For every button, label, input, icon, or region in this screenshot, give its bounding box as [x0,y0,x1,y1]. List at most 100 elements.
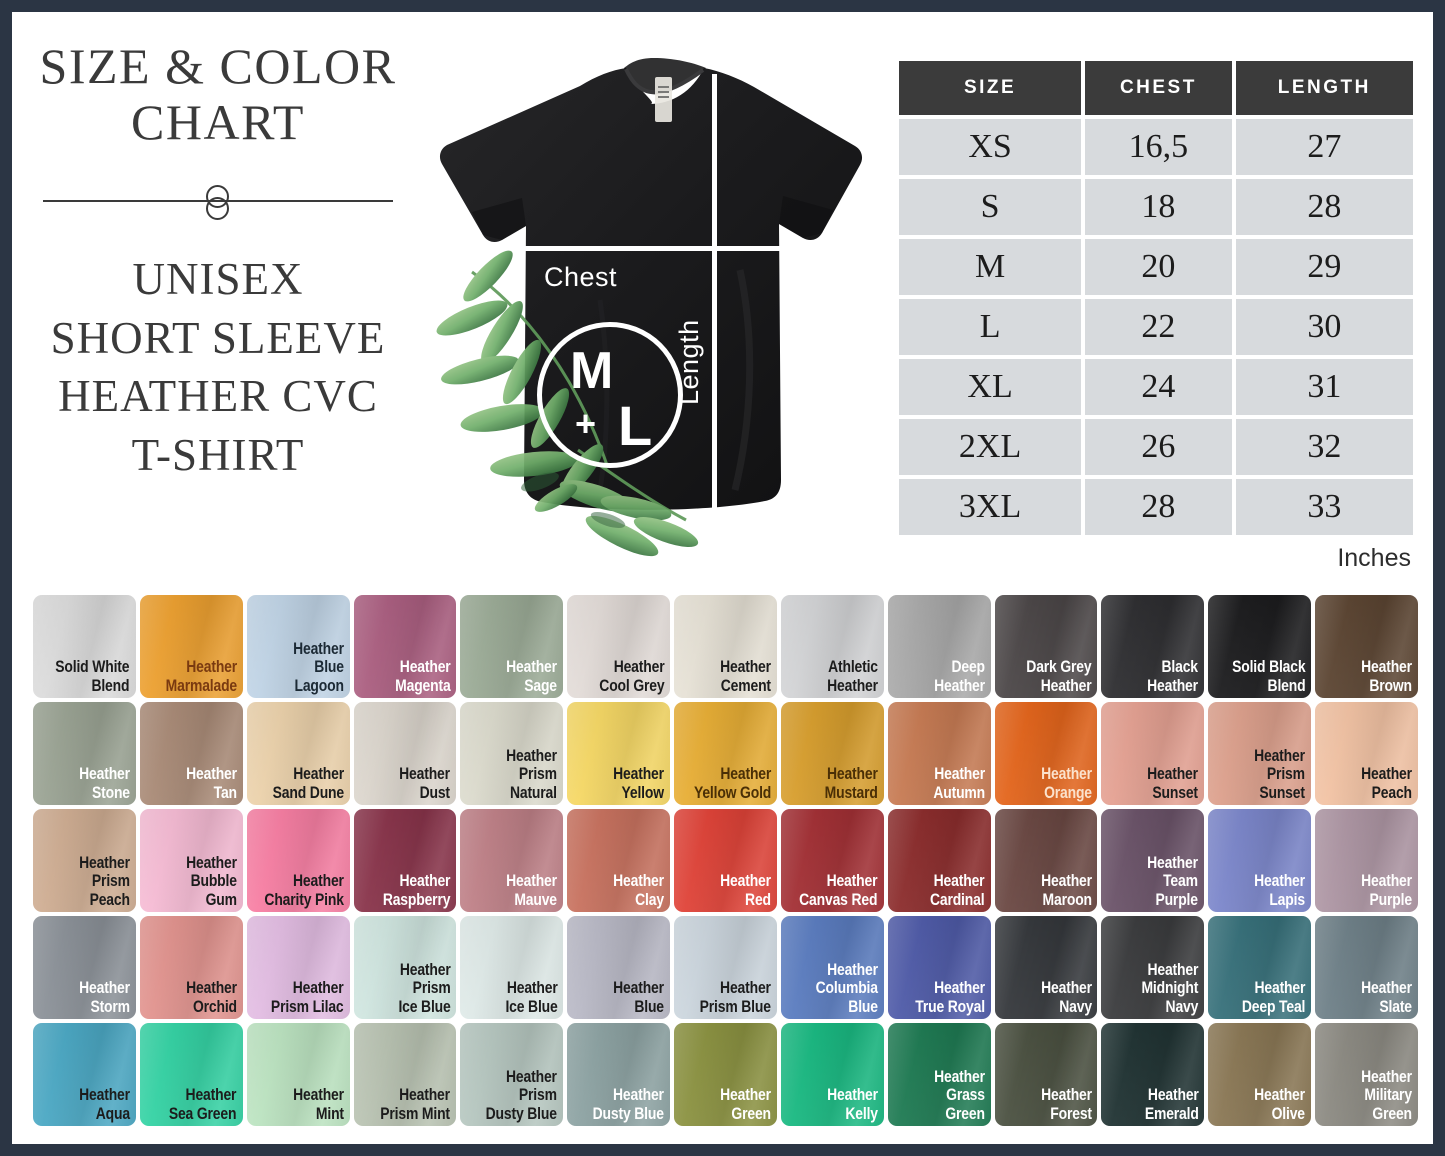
color-swatch[interactable]: Heather Sea Green [139,1023,243,1126]
color-swatch[interactable]: Heather Forest [994,1023,1098,1126]
color-swatch[interactable]: Heather Sunset [1101,702,1205,805]
color-swatch[interactable]: Heather Military Green [1315,1023,1418,1126]
column-header-size: SIZE [899,61,1082,115]
swatch-label: Heather Prism Peach [79,852,130,909]
color-swatch[interactable]: Heather Dust [353,702,457,805]
tshirt-graphic-icon [436,58,863,557]
swatch-label: Heather Prism Dusty Blue [486,1066,558,1123]
swatch-label: Heather Prism Mint [380,1085,451,1123]
color-swatch[interactable]: Black Heather [1101,595,1205,698]
swatch-fabric-texture [1315,595,1418,698]
color-swatch[interactable]: Heather Midnight Navy [1101,916,1205,1019]
color-swatch[interactable]: Heather Storm [33,916,136,1019]
size-table-header-row: SIZE CHEST LENGTH [899,61,1413,115]
ml-logo-l: L [618,394,653,457]
color-swatch[interactable]: Heather Maroon [994,809,1098,912]
color-swatch[interactable]: Heather Tan [139,702,243,805]
color-swatch[interactable]: Heather Cool Grey [567,595,671,698]
swatch-row: Heather Aqua Heather Sea Green Heather Min… [33,1023,1418,1126]
color-swatch[interactable]: Athletic Heather [780,595,884,698]
color-swatch[interactable]: Heather Yellow Gold [674,702,777,805]
table-row: XS 16,5 27 [899,119,1413,175]
color-swatch[interactable]: Heather Green [674,1023,777,1126]
title-block: SIZE & COLOR CHART UNISEX SHORT SLEEVE H… [28,38,408,484]
swatch-fabric-texture [33,916,136,1019]
table-row: S 18 28 [899,179,1413,235]
color-swatch[interactable]: Heather Grass Green [887,1023,991,1126]
color-swatch[interactable]: Heather Clay [567,809,671,912]
subtitle-line-2: SHORT SLEEVE [50,312,386,363]
color-swatch[interactable]: Heather Olive [1208,1023,1312,1126]
swatch-fabric-texture [460,809,564,912]
color-swatch[interactable]: Heather Prism Ice Blue [353,916,457,1019]
color-swatch[interactable]: Heather Cardinal [887,809,991,912]
color-swatch[interactable]: Heather Magenta [353,595,457,698]
color-swatch[interactable]: Dark Grey Heather [994,595,1098,698]
color-swatch[interactable]: Heather Yellow [567,702,671,805]
color-swatch[interactable]: Heather Charity Pink [246,809,350,912]
color-swatch[interactable]: Heather Prism Sunset [1208,702,1312,805]
color-swatch[interactable]: Deep Heather [887,595,991,698]
color-swatch[interactable]: Heather Cement [674,595,777,698]
color-swatch[interactable]: Solid Black Blend [1208,595,1312,698]
swatch-fabric-texture [567,1023,671,1126]
swatch-label: Heather Sand Dune [272,764,344,802]
color-swatch[interactable]: Heather Mauve [460,809,564,912]
column-header-chest: CHEST [1085,61,1232,115]
swatch-label: Dark Grey Heather [1026,657,1092,695]
color-swatch[interactable]: Heather Canvas Red [780,809,884,912]
color-swatch[interactable]: Heather Ice Blue [460,916,564,1019]
swatch-fabric-texture [567,595,671,698]
color-swatch[interactable]: Heather Stone [33,702,136,805]
color-swatch[interactable]: Heather Deep Teal [1208,916,1312,1019]
swatch-label: Heather Navy [1040,978,1092,1016]
color-swatch[interactable]: Heather Marmalade [139,595,243,698]
swatch-fabric-texture [1208,809,1312,912]
color-swatch[interactable]: Heather Dusty Blue [567,1023,671,1126]
color-swatch[interactable]: Heather Prism Blue [674,916,777,1019]
color-swatch[interactable]: Heather Orchid [139,916,243,1019]
swatch-fabric-texture [246,1023,350,1126]
color-swatch[interactable]: Heather Prism Peach [33,809,136,912]
color-swatch[interactable]: Heather Prism Lilac [246,916,350,1019]
color-swatch[interactable]: Heather Brown [1315,595,1418,698]
tshirt-illustration: Chest Length M + L [410,50,888,570]
swatch-label: Heather Green [720,1085,771,1123]
swatch-label: Heather Emerald [1144,1085,1199,1123]
color-swatch[interactable]: Heather Blue Lagoon [246,595,350,698]
color-swatch[interactable]: Heather Sand Dune [246,702,350,805]
swatch-fabric-texture [353,1023,457,1126]
color-swatch[interactable]: Heather Lapis [1208,809,1312,912]
color-swatch[interactable]: Heather Prism Dusty Blue [460,1023,564,1126]
swatch-label: Heather Clay [613,871,665,909]
color-swatch[interactable]: Solid White Blend [33,595,136,698]
swatch-fabric-texture [139,595,243,698]
color-swatch[interactable]: Heather Autumn [887,702,991,805]
color-swatch[interactable]: Heather Bubble Gum [139,809,243,912]
title-line-2: CHART [131,94,305,150]
color-swatch[interactable]: Heather Raspberry [353,809,457,912]
color-swatch[interactable]: Heather Slate [1315,916,1418,1019]
color-swatch[interactable]: Heather Mustard [780,702,884,805]
color-swatch[interactable]: Heather Blue [567,916,671,1019]
color-swatch[interactable]: Heather Red [674,809,777,912]
color-swatch[interactable]: Heather Columbia Blue [780,916,884,1019]
color-swatch[interactable]: Heather Aqua [33,1023,136,1126]
color-swatch[interactable]: Heather True Royal [887,916,991,1019]
color-swatch[interactable]: Heather Prism Natural [460,702,564,805]
color-swatch[interactable]: Heather Kelly [780,1023,884,1126]
color-swatch[interactable]: Heather Prism Mint [353,1023,457,1126]
color-swatch[interactable]: Heather Sage [460,595,564,698]
page-title: SIZE & COLOR CHART [28,38,408,150]
color-swatch[interactable]: Heather Peach [1315,702,1418,805]
ml-logo: M + L [537,322,683,468]
color-swatch[interactable]: Heather Team Purple [1101,809,1205,912]
swatch-fabric-texture [674,916,777,1019]
color-swatch[interactable]: Heather Purple [1315,809,1418,912]
color-swatch[interactable]: Heather Navy [994,916,1098,1019]
color-swatch[interactable]: Heather Mint [246,1023,350,1126]
swatch-label: Athletic Heather [826,657,878,695]
color-swatch[interactable]: Heather Orange [994,702,1098,805]
swatch-fabric-texture [460,916,564,1019]
color-swatch[interactable]: Heather Emerald [1101,1023,1205,1126]
